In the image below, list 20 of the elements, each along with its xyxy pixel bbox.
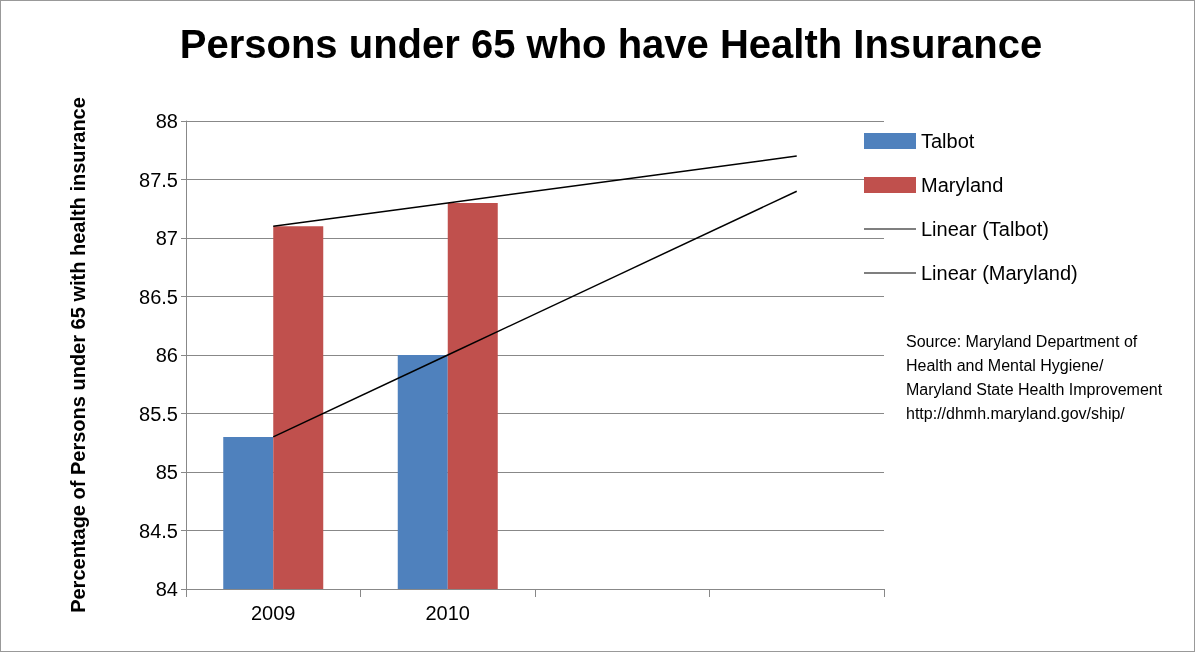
- y-tick-label: 85.5: [139, 402, 178, 425]
- y-tick-label: 88: [155, 110, 178, 132]
- legend-label: Linear (Talbot): [921, 218, 1049, 240]
- x-tick-label: 2010: [425, 602, 470, 624]
- y-tick-label: 87: [155, 227, 178, 249]
- legend-label: Linear (Maryland): [921, 262, 1078, 284]
- x-tick-label: 2009: [251, 602, 296, 624]
- y-tick-label: 84.5: [139, 519, 178, 542]
- line-series: [272, 190, 798, 438]
- y-tick-label: 87.5: [139, 168, 178, 191]
- y-axis-title: Percentage of Persons under 65 with health insurance: [67, 97, 89, 613]
- line-series: [272, 155, 798, 228]
- y-tick-label: 85: [155, 461, 178, 483]
- y-tick-label: 86.5: [139, 285, 178, 308]
- y-tick-label: 84: [155, 578, 178, 600]
- source-note: Source: Maryland Department of Health and Mental Hygiene/ Maryland State Health Improvement http://dhmh.maryland.gov/ship/: [906, 332, 1167, 422]
- chart-title: Persons under 65 who have Health Insurance: [179, 22, 1043, 66]
- legend-label: Maryland: [921, 174, 1004, 196]
- y-tick-label: 86: [155, 344, 178, 366]
- legend-label: Talbot: [921, 130, 975, 152]
